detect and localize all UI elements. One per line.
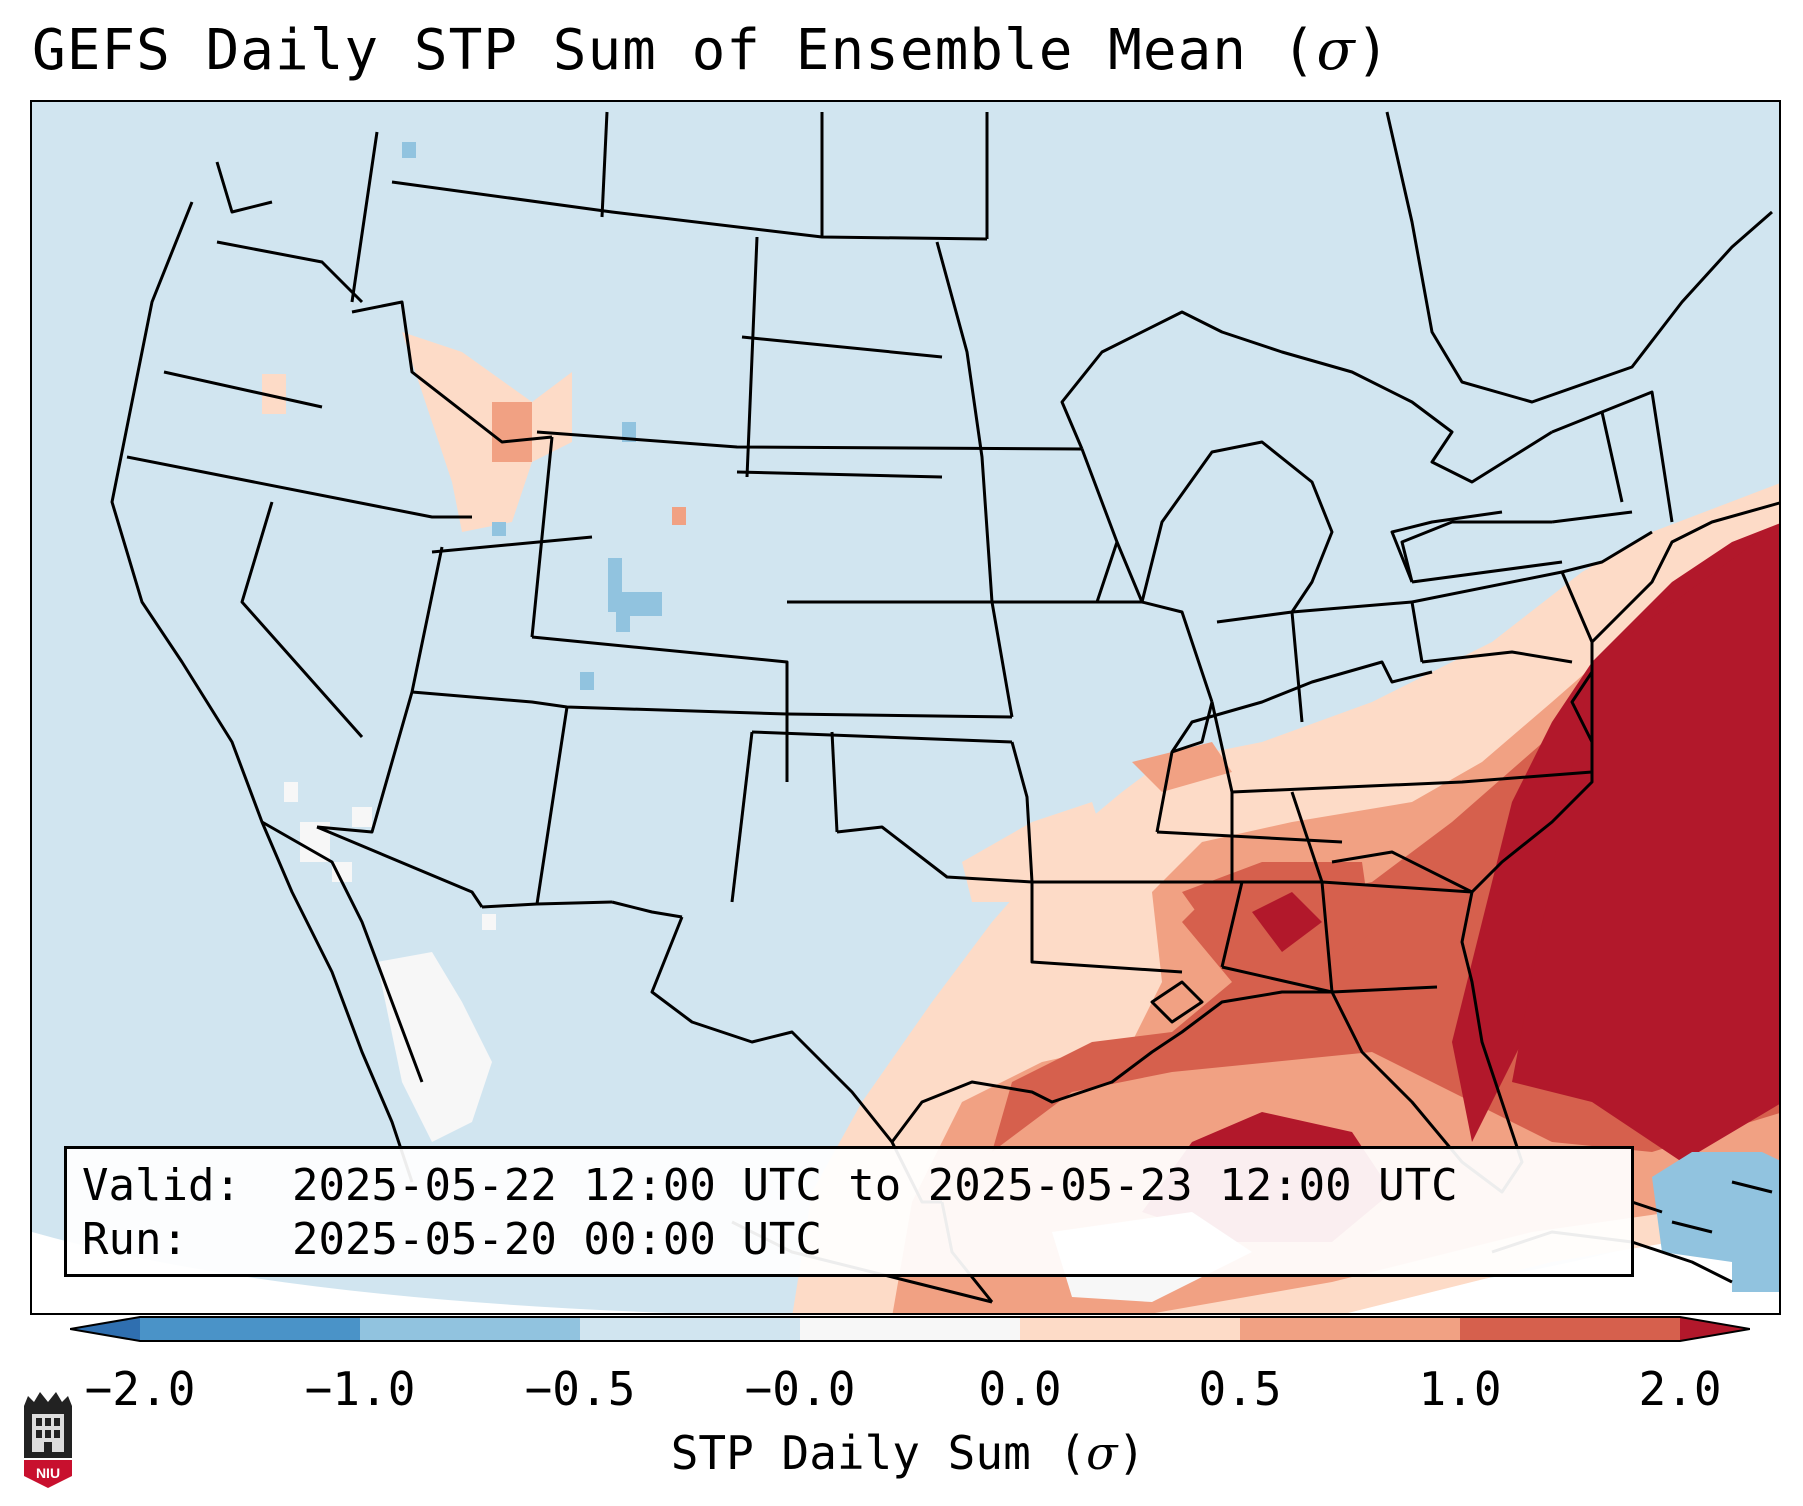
colorbar: [70, 1316, 1750, 1342]
colorbar-segment: [140, 1317, 361, 1341]
title-close: ): [1355, 18, 1391, 83]
colorbar-extend-low: [70, 1317, 140, 1341]
map-title: GEFS Daily STP Sum of Ensemble Mean (σ): [32, 18, 1390, 83]
valid-value: 2025-05-22 12:00 UTC to 2025-05-23 12:00…: [292, 1160, 1458, 1211]
colorbar-label-text: STP Daily Sum (: [670, 1426, 1087, 1480]
colorbar-segment: [1460, 1317, 1681, 1341]
niu-logo: NIU: [24, 1392, 72, 1488]
colorbar-segment: [360, 1317, 581, 1341]
colorbar-tick-label: 0.5: [1198, 1362, 1282, 1416]
political-borders: [110, 111, 1779, 1304]
colorbar-outline: [70, 1316, 1750, 1342]
colorbar-segment: [800, 1317, 1021, 1341]
colorbar-tick-label: 2.0: [1638, 1362, 1722, 1416]
colorbar-segment: [1240, 1317, 1461, 1341]
colorbar-segment: [580, 1317, 801, 1341]
map-panel: [30, 100, 1781, 1315]
colorbar-tick-label: −1.0: [304, 1362, 416, 1416]
colorbar-segment: [1020, 1317, 1241, 1341]
colorbar-tick-label: 0.0: [978, 1362, 1062, 1416]
valid-label: Valid:: [82, 1160, 241, 1211]
title-sigma-symbol: σ: [1316, 18, 1356, 83]
colorbar-tick-label: −0.0: [744, 1362, 856, 1416]
colorbar-extend-high: [1680, 1317, 1750, 1341]
valid-run-info-box: Valid: 2025-05-22 12:00 UTC to 2025-05-23…: [64, 1146, 1634, 1277]
title-text: GEFS Daily STP Sum of Ensemble Mean (: [32, 18, 1317, 83]
run-value: 2025-05-20 00:00 UTC: [292, 1214, 822, 1265]
logo-text: NIU: [36, 1465, 60, 1481]
colorbar-segments: [70, 1316, 1750, 1342]
colorbar-label-sigma: σ: [1086, 1426, 1118, 1480]
colorbar-tick-label: 1.0: [1418, 1362, 1502, 1416]
colorbar-tick-label: −2.0: [84, 1362, 196, 1416]
colorbar-tick-label: −0.5: [524, 1362, 636, 1416]
stp-map: [32, 102, 1779, 1313]
colorbar-label-close: ): [1117, 1426, 1146, 1480]
run-label: Run:: [82, 1214, 188, 1265]
colorbar-label: STP Daily Sum (σ): [671, 1426, 1146, 1480]
